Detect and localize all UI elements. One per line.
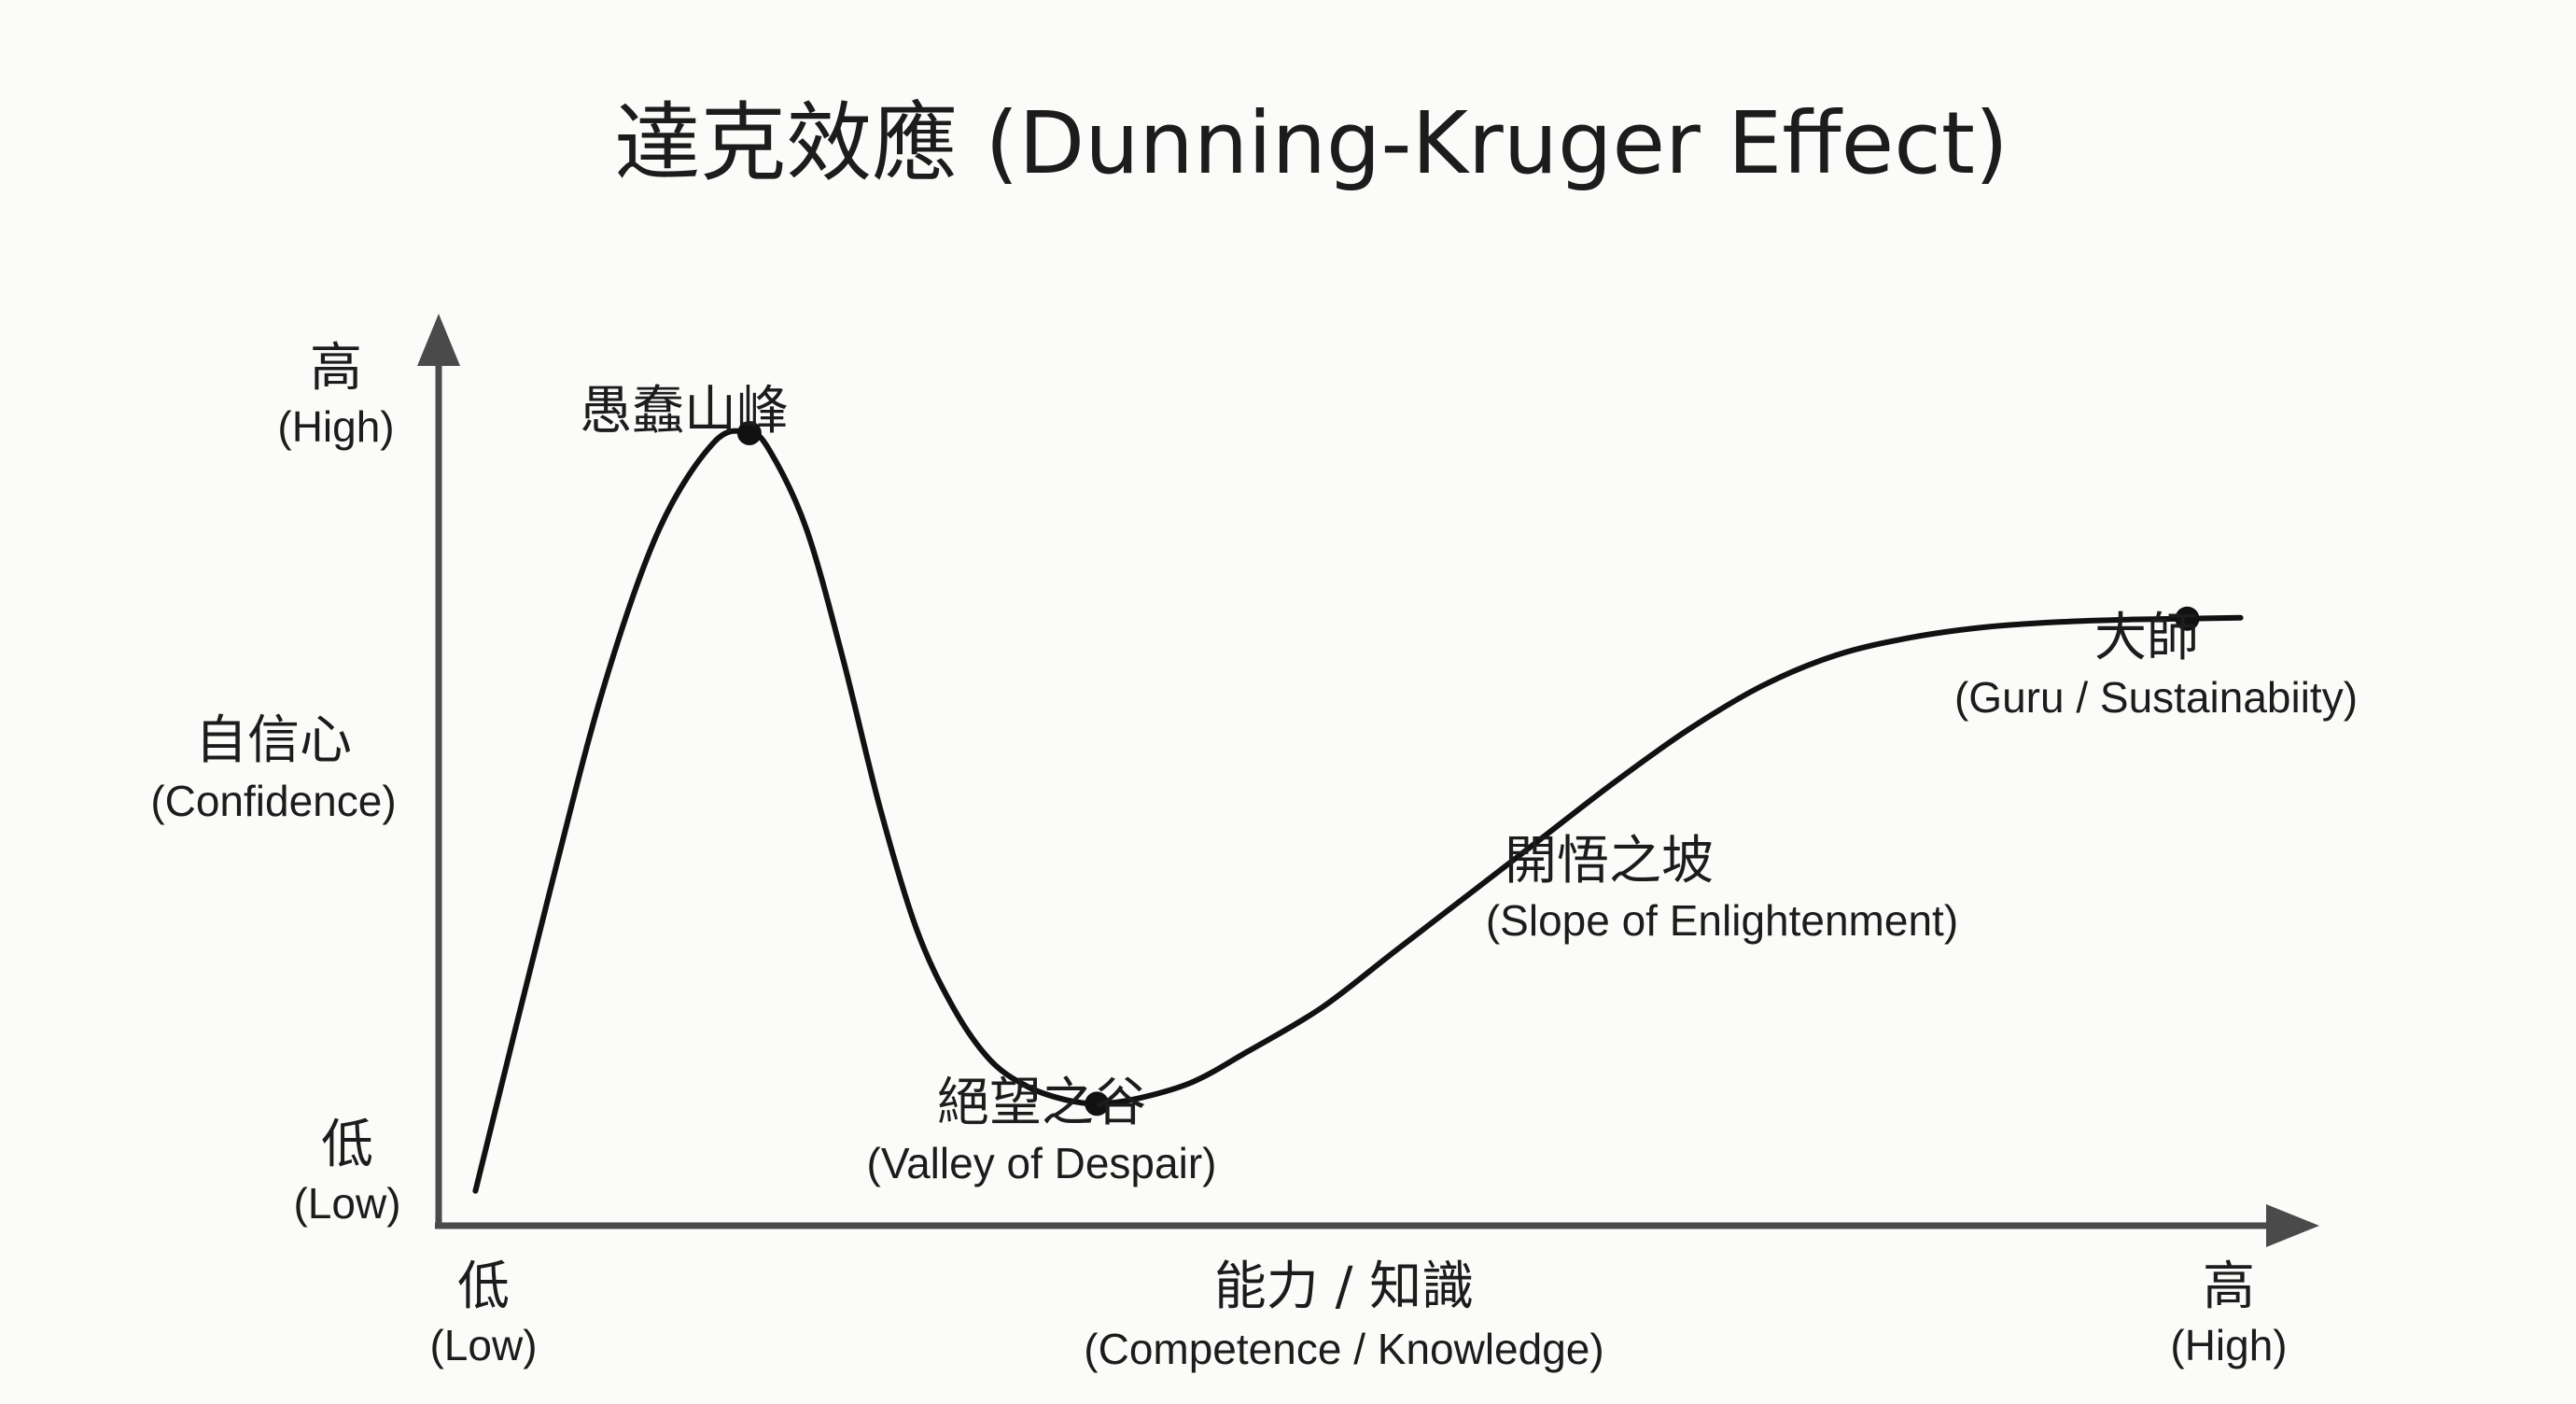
- valley-point: [1085, 1091, 1110, 1116]
- x-tick-low-zh: 低: [457, 1257, 510, 1317]
- x-tick-high-zh: 高: [2203, 1257, 2255, 1317]
- y-axis-arrowhead: [417, 314, 460, 366]
- x-axis-label-en: (Competence / Knowledge): [1084, 1325, 1603, 1373]
- annotation-valley-zh: 絕望之谷: [937, 1073, 1146, 1133]
- x-axis-arrowhead: [2266, 1204, 2319, 1247]
- y-tick-low-zh: 低: [321, 1115, 373, 1175]
- x-axis-label-zh: 能力 / 知識: [1214, 1257, 1474, 1317]
- annotation-peak-zh: 愚蠢山峰: [580, 381, 789, 442]
- y-axis-label-zh: 自信心: [195, 710, 352, 771]
- peak-point: [736, 420, 762, 445]
- y-tick-high-zh: 高: [310, 338, 362, 399]
- y-axis-label-en: (Confidence): [150, 777, 396, 825]
- y-tick-low-en: (Low): [293, 1179, 400, 1228]
- y-tick-high-en: (High): [277, 402, 394, 451]
- x-tick-high-en: (High): [2170, 1321, 2287, 1369]
- annotation-guru-zh: 大師: [2094, 608, 2199, 668]
- key-points: [736, 420, 2200, 1116]
- confidence-curve: [472, 428, 2244, 1194]
- x-tick-low-en: (Low): [429, 1321, 537, 1369]
- chart-title: 達克效應 (Dunning-Kruger Effect): [614, 93, 2009, 193]
- guru-point: [2175, 606, 2200, 631]
- annotation-guru-en: (Guru / Sustainabiity): [1954, 673, 2358, 722]
- annotation-slope-zh: 開悟之坡: [1505, 831, 1714, 892]
- annotation-valley-en: (Valley of Despair): [867, 1139, 1217, 1187]
- annotation-slope-en: (Slope of Enlightenment): [1486, 896, 1958, 945]
